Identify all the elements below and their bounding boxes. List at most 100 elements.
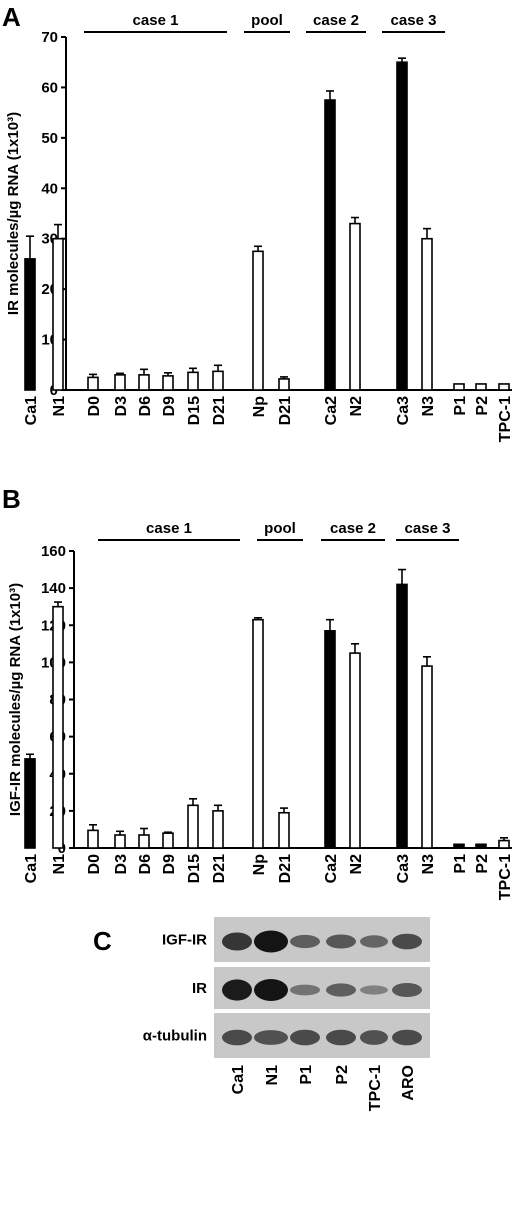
blot-lane-label: Ca1 <box>230 1065 247 1094</box>
category-label: Ca2 <box>323 396 340 425</box>
bar <box>162 375 174 391</box>
y-tick-label: 140 <box>41 580 66 597</box>
bar <box>187 804 199 849</box>
category-label: N3 <box>420 854 437 875</box>
bar <box>187 371 199 391</box>
group-label: case 3 <box>391 12 437 29</box>
bar <box>212 810 224 849</box>
blot-row-label: IGF-IR <box>162 932 207 949</box>
bar <box>252 250 264 391</box>
bar <box>114 374 126 391</box>
group-label: case 3 <box>405 520 451 537</box>
blot-band <box>290 1029 320 1046</box>
category-label: D9 <box>161 854 178 875</box>
bar <box>278 811 290 849</box>
category-label: N1 <box>51 854 68 875</box>
category-label: Np <box>251 396 268 418</box>
bar <box>52 237 64 391</box>
blot-band <box>222 1029 252 1046</box>
blot-band <box>254 979 288 1001</box>
category-label: D3 <box>113 854 130 875</box>
bar <box>138 834 150 849</box>
bar <box>324 99 336 391</box>
blot-band <box>254 930 288 953</box>
chart-a: A 010203040506070IR molecules/µg RNA (1x… <box>2 2 514 442</box>
group-label: case 1 <box>133 12 179 29</box>
category-label: P2 <box>474 396 491 416</box>
blot-band <box>254 1030 288 1045</box>
bar <box>498 383 510 391</box>
bar <box>453 843 465 849</box>
chart-a-groups: case 1 pool case 2 case 3 <box>84 12 445 33</box>
panel-letter-b: B <box>2 484 21 514</box>
y-tick-label: 160 <box>41 543 66 560</box>
chart-b: B 020406080100120140160IGF-IR molecules/… <box>2 484 514 900</box>
category-label: P1 <box>452 396 469 416</box>
category-label: TPC-1 <box>497 854 514 900</box>
bar <box>278 378 290 391</box>
chart-b-categories: Ca1 N1 D0 D3 D6 D9 D15 D21 Np D21 Ca2 N2 Ca3 N3 P1 P2 TP… <box>23 854 514 900</box>
bar <box>252 618 264 849</box>
panel-letter-a: A <box>2 2 21 32</box>
bar <box>475 843 487 849</box>
blot-rows: IGF-IR IR α-tubulin <box>143 917 430 1058</box>
category-label: D9 <box>161 396 178 417</box>
chart-b-groups: case 1 pool case 2 case 3 <box>98 520 459 541</box>
blot-band <box>392 983 422 997</box>
bar <box>24 758 36 849</box>
blot-band <box>392 933 422 950</box>
y-tick-label: 60 <box>41 79 58 96</box>
blot-band <box>360 935 388 948</box>
bar <box>421 237 433 391</box>
chart-a-categories: Ca1 N1 D0 D3 D6 D9 D15 D21 Np D21 Ca2 N2 Ca3 N3 P1 P2 TP… <box>23 396 514 442</box>
category-label: D21 <box>211 854 228 883</box>
blot-lane-label: P2 <box>334 1065 351 1085</box>
blot-band <box>392 1029 422 1046</box>
category-label: Ca3 <box>395 396 412 425</box>
category-label: Ca1 <box>23 396 40 425</box>
blot-band <box>222 979 252 1001</box>
bar <box>114 834 126 849</box>
group-label: case 2 <box>313 12 359 29</box>
category-label: D0 <box>86 854 103 875</box>
bar <box>324 630 336 849</box>
category-label: D21 <box>277 396 294 425</box>
bar <box>396 61 408 391</box>
y-tick-label: 50 <box>41 130 58 147</box>
blot-lane-label: P1 <box>298 1065 315 1085</box>
blot-band <box>326 1029 356 1046</box>
blot-lane-label: ARO <box>400 1065 417 1101</box>
blot-row-label: α-tubulin <box>143 1028 207 1045</box>
blot-band <box>326 983 356 997</box>
bar <box>87 376 99 391</box>
y-tick-label: 40 <box>41 180 58 197</box>
category-label: N1 <box>51 396 68 417</box>
bar <box>24 258 36 391</box>
group-label: case 1 <box>146 520 192 537</box>
blot-band <box>290 934 320 949</box>
category-label: N3 <box>420 396 437 417</box>
bar <box>421 665 433 849</box>
category-label: Ca1 <box>23 854 40 883</box>
category-label: Np <box>251 854 268 876</box>
category-label: TPC-1 <box>497 396 514 442</box>
western-blot: C IGF-IR IR α-tubulin Ca1 N1 P1 P2 TPC-1 ARO <box>93 917 430 1111</box>
category-label: P1 <box>452 854 469 874</box>
category-label: D6 <box>137 854 154 875</box>
y-axis-label: IR molecules/µg RNA (1x10³) <box>5 112 22 315</box>
bar <box>475 383 487 391</box>
y-tick-label: 70 <box>41 29 58 46</box>
blot-lane-labels: Ca1 N1 P1 P2 TPC-1 ARO <box>230 1065 417 1111</box>
blot-lane-label: TPC-1 <box>367 1065 384 1111</box>
blot-band <box>360 985 388 995</box>
bar <box>162 832 174 849</box>
chart-b-bars <box>24 568 510 849</box>
category-label: Ca2 <box>323 854 340 883</box>
panel-letter-c: C <box>93 926 112 956</box>
category-label: D3 <box>113 396 130 417</box>
bar <box>453 383 465 391</box>
blot-band <box>360 1030 388 1045</box>
category-label: D6 <box>137 396 154 417</box>
bar <box>52 605 64 849</box>
category-label: D15 <box>186 396 203 425</box>
